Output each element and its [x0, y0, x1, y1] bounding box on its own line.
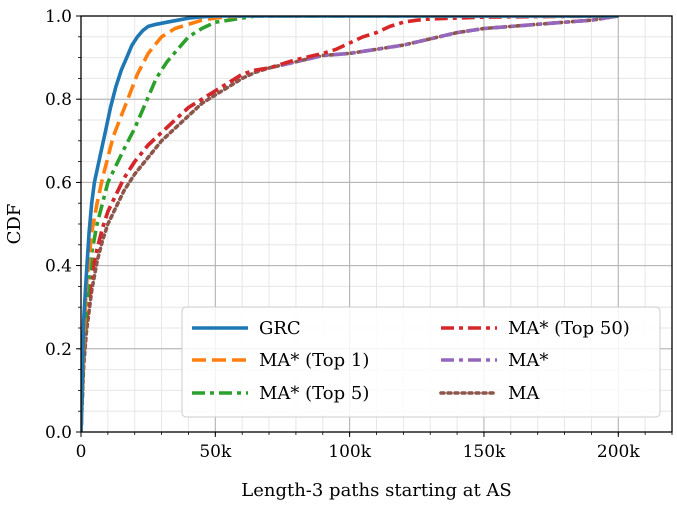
- x-tick-label: 0: [76, 442, 87, 462]
- y-tick-label: 0.4: [45, 257, 72, 277]
- legend-label: MA* (Top 5): [259, 383, 369, 404]
- x-tick-label: 200k: [597, 442, 640, 462]
- legend-label: GRC: [259, 318, 301, 339]
- legend: GRC MA* (Top 1) MA* (Top 5) MA* (Top 50) MA*…: [181, 306, 661, 418]
- y-tick-label: 1.0: [45, 7, 72, 27]
- y-tick-label: 0.6: [45, 173, 72, 193]
- y-axis-ticks: 0.0 0.2 0.4 0.6 0.8 1.0: [45, 7, 81, 443]
- legend-label: MA*: [508, 350, 548, 371]
- y-tick-label: 0.2: [45, 340, 72, 360]
- series-line-ma-top-1: [81, 16, 619, 432]
- series-line-ma-top-50: [81, 16, 619, 432]
- x-axis-ticks: 0 50k 100k 150k 200k: [76, 432, 673, 462]
- legend-label: MA* (Top 50): [508, 318, 630, 339]
- y-tick-label: 0.0: [45, 423, 72, 443]
- legend-box: [181, 306, 661, 418]
- x-tick-label: 50k: [199, 442, 232, 462]
- series-line-ma-top-5: [81, 16, 619, 432]
- y-axis-label: CDF: [4, 204, 25, 245]
- legend-label: MA* (Top 1): [259, 350, 369, 371]
- y-tick-label: 0.8: [45, 90, 72, 110]
- series-line-ma: [81, 16, 619, 432]
- x-tick-label: 100k: [328, 442, 371, 462]
- x-axis-label: Length-3 paths starting at AS: [241, 480, 512, 501]
- legend-label: MA: [508, 383, 540, 404]
- series-line-grc: [81, 16, 619, 432]
- series-layer: [81, 16, 621, 432]
- x-tick-label: 150k: [463, 442, 506, 462]
